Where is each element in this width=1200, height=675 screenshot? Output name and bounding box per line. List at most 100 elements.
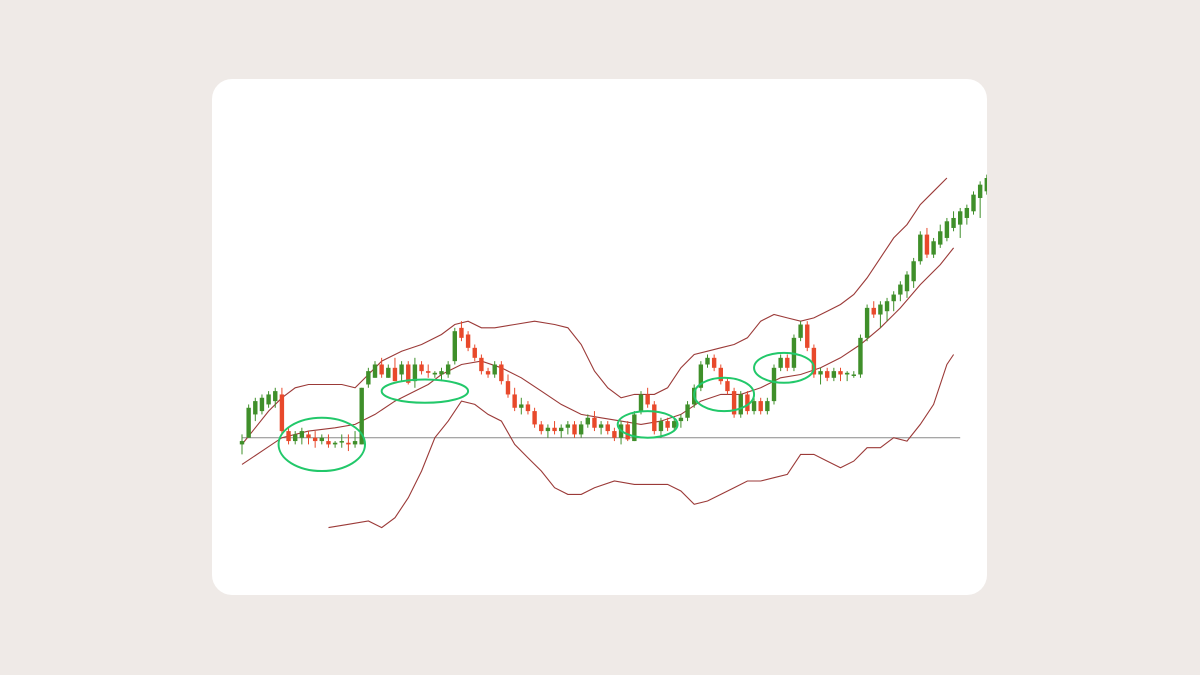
- candle: [891, 291, 896, 312]
- candle: [459, 321, 464, 342]
- candle-body-up: [319, 437, 324, 442]
- candle: [785, 354, 790, 372]
- candle: [858, 334, 863, 378]
- candle-body-up: [273, 391, 278, 402]
- candle-body-up: [339, 441, 344, 443]
- candle: [366, 367, 371, 388]
- candle: [559, 424, 564, 438]
- candle-body-up: [778, 357, 783, 368]
- candle: [472, 344, 477, 362]
- candle-body-up: [678, 417, 684, 422]
- candle: [552, 421, 557, 435]
- candle: [306, 431, 311, 445]
- candle-body-up: [878, 304, 883, 315]
- candle: [426, 364, 431, 378]
- candle: [811, 344, 817, 378]
- candle: [771, 364, 777, 405]
- candle: [452, 327, 457, 365]
- candle: [266, 391, 271, 408]
- candle-body-up: [439, 371, 444, 375]
- candle-body-down: [525, 404, 531, 412]
- candle-body-down: [512, 394, 517, 408]
- highlight-ellipse: [277, 416, 367, 473]
- candle-body-up: [977, 184, 983, 198]
- candle: [944, 217, 950, 242]
- candle-body-up: [239, 441, 245, 445]
- candle-body-down: [539, 424, 544, 432]
- candle: [445, 361, 451, 378]
- candle: [725, 377, 730, 395]
- candle: [612, 427, 617, 442]
- candle-body-up: [938, 231, 943, 245]
- candle: [259, 394, 265, 415]
- candle: [665, 417, 670, 432]
- candle: [778, 354, 783, 372]
- candle-body-up: [259, 397, 265, 412]
- candle-body-up: [359, 387, 364, 445]
- candle: [705, 354, 710, 368]
- candle-body-down: [499, 364, 504, 382]
- candles: [239, 174, 987, 455]
- candle-body-down: [785, 357, 790, 368]
- candle-body-down: [465, 334, 471, 348]
- candle-body-up: [884, 301, 890, 312]
- candle: [565, 421, 571, 435]
- candle: [545, 424, 551, 438]
- candle: [738, 391, 743, 418]
- candle-body-up: [931, 241, 936, 255]
- candle: [412, 357, 418, 388]
- candle-body-up: [904, 274, 910, 292]
- candle: [286, 427, 291, 445]
- candle: [465, 331, 471, 352]
- candle-body-up: [445, 364, 451, 375]
- candle-body-down: [505, 381, 511, 395]
- candle: [805, 321, 810, 352]
- candle: [871, 301, 876, 318]
- candle: [685, 401, 690, 422]
- candle-body-down: [625, 424, 630, 440]
- candle-body-down: [532, 411, 537, 425]
- candle-body-up: [299, 431, 305, 438]
- candle: [339, 434, 344, 448]
- candle-body-up: [672, 421, 677, 428]
- lower-band-line: [328, 354, 955, 529]
- candle: [379, 357, 384, 378]
- candle: [525, 401, 531, 415]
- candle: [904, 271, 910, 298]
- candle: [299, 427, 305, 445]
- candle-body-up: [452, 331, 457, 362]
- candle: [938, 224, 943, 248]
- candle: [798, 321, 803, 342]
- candle: [698, 361, 704, 392]
- candle: [519, 397, 524, 415]
- candle-body-up: [598, 424, 604, 428]
- candle-body-up: [891, 294, 896, 302]
- candle-body-up: [864, 307, 870, 338]
- candle-body-down: [426, 371, 431, 373]
- candle: [645, 387, 650, 408]
- candle-body-down: [592, 417, 597, 428]
- candle: [958, 207, 963, 238]
- candle: [532, 407, 537, 428]
- candle: [319, 434, 324, 445]
- chart-card: [212, 79, 987, 595]
- candle: [432, 371, 438, 378]
- bollinger-bands: [241, 177, 955, 529]
- candle: [492, 361, 497, 378]
- candle: [984, 174, 987, 195]
- candle-body-up: [632, 414, 637, 442]
- candle-body-up: [738, 394, 743, 415]
- candle-body-down: [326, 441, 331, 445]
- candle: [672, 417, 677, 432]
- candle-body-down: [745, 394, 750, 412]
- candle: [392, 357, 398, 382]
- candle: [293, 431, 298, 445]
- candle: [751, 397, 757, 415]
- candle-body-up: [918, 234, 923, 262]
- candle: [499, 361, 504, 385]
- candle-body-up: [958, 211, 963, 225]
- candle-body-up: [818, 371, 823, 375]
- candle: [578, 421, 584, 438]
- candle: [439, 367, 444, 382]
- candle-body-up: [246, 407, 251, 438]
